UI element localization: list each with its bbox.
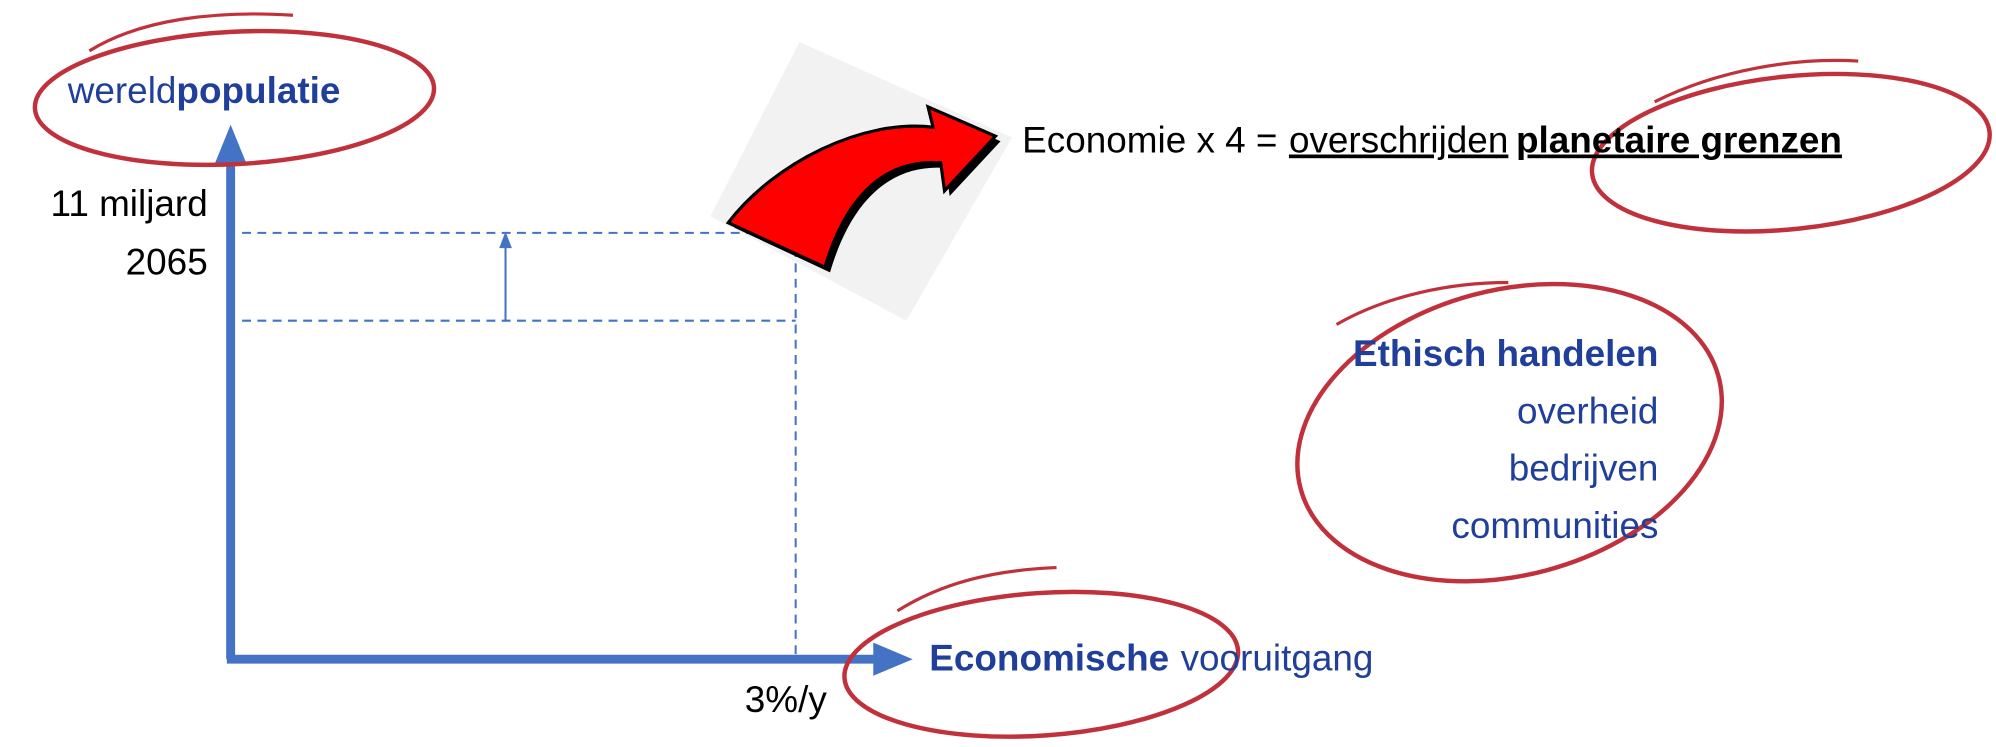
label-bold: Economische [929,637,1169,678]
x-rate: 3%/y [745,679,828,720]
y-year: 2065 [126,241,208,282]
diagram: wereldpopulatie 11 miljard 2065 Economie… [0,0,1996,747]
label-bold: populatie [176,70,340,111]
statement-underlined: overschrijden [1289,119,1508,160]
actor-item: overheid [1517,390,1659,431]
highlight-stroke [897,568,1056,611]
statement-prefix: Economie x 4 = [1022,119,1277,160]
highlight-stroke [1337,283,1509,325]
growth-arrow-head [499,232,512,249]
x-axis-head [873,643,912,676]
actors-title: Ethisch handelen [1353,333,1658,374]
y-axis-label: wereldpopulatie [67,70,341,111]
y-value: 11 miljard [51,183,208,224]
x-axis-label: Economische vooruitgang [929,637,1373,678]
page: {"y_axis": {"label_regular": "wereld", "… [0,0,1996,747]
label-regular: wereld [67,70,177,111]
actor-item: communities [1451,505,1658,546]
label-regular: vooruitgang [1181,637,1374,678]
highlight-ring [1264,239,1756,626]
actor-item: bedrijven [1509,448,1659,489]
statement-bold: planetaire grenzen [1516,119,1842,160]
y-axis-head [214,125,247,166]
